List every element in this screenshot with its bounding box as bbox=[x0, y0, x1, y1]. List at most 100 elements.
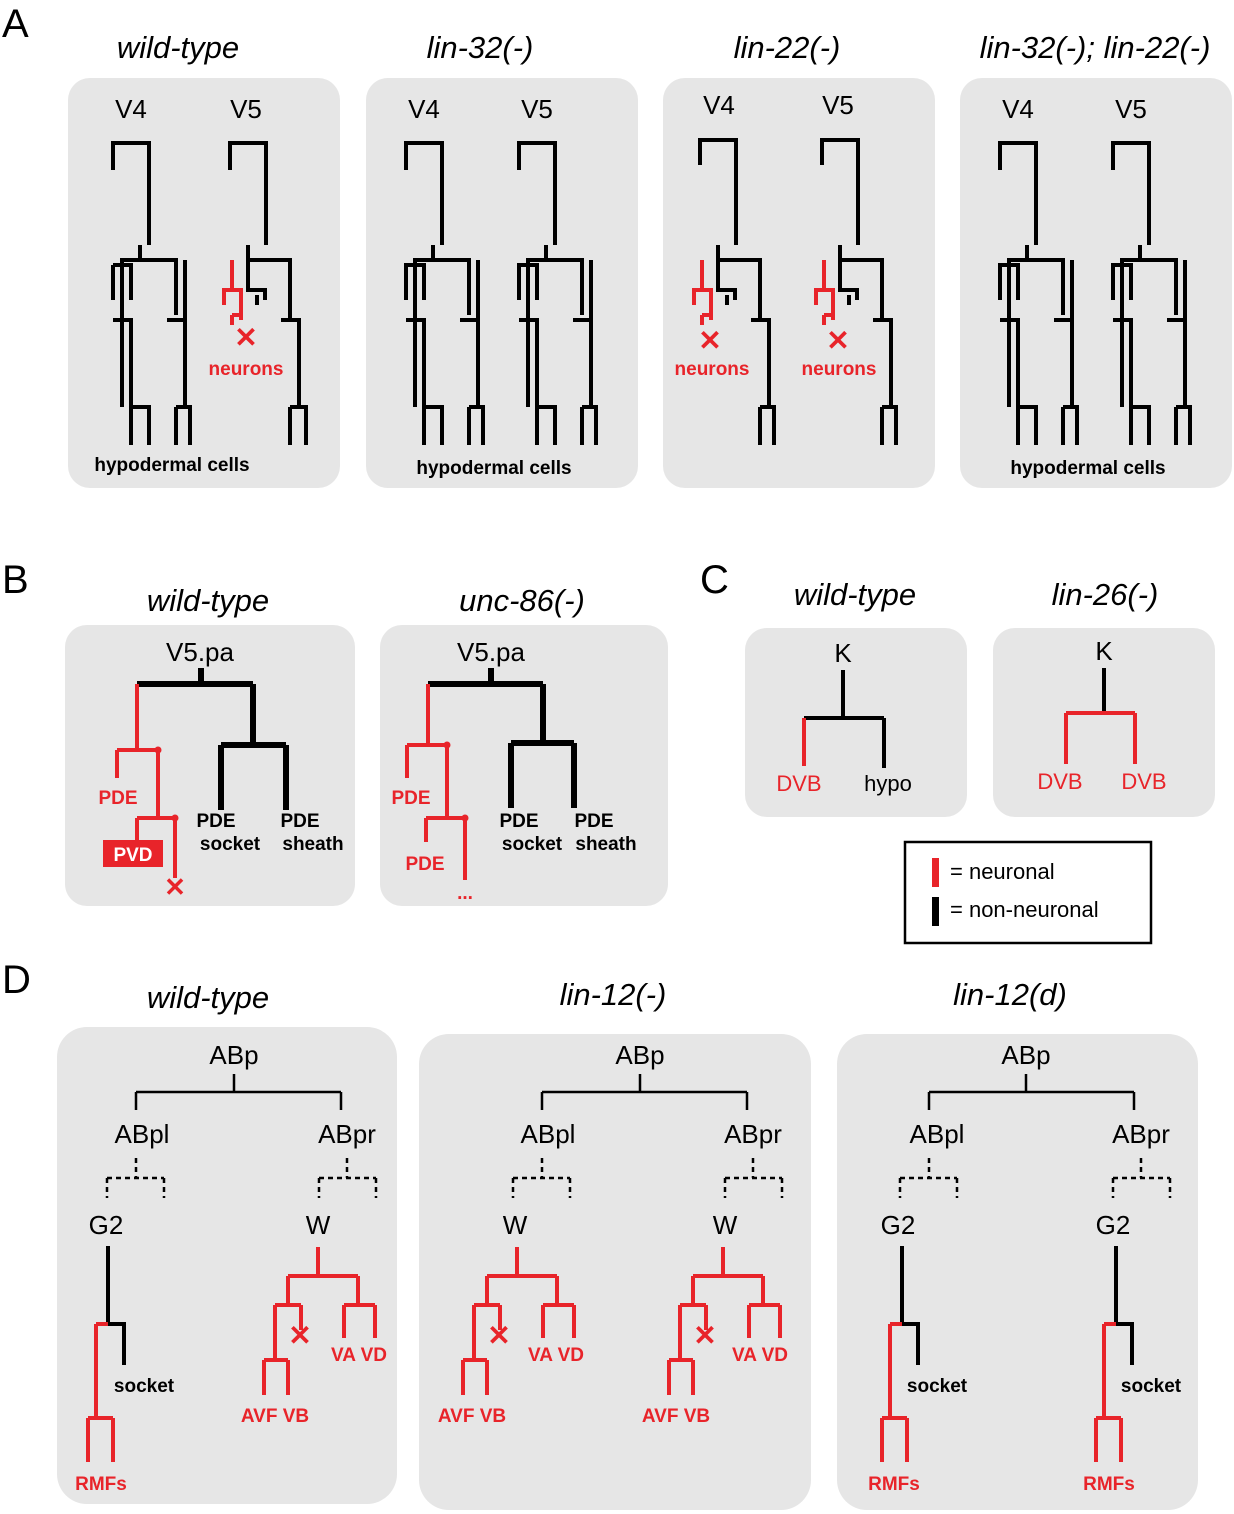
cell-v5-a3: V5 bbox=[822, 90, 854, 120]
panel-a-title-wild-type: wild-type bbox=[117, 30, 239, 65]
pde-socket-label-b1: PDE bbox=[196, 811, 235, 832]
pde-sheath-label-b2: PDE bbox=[574, 811, 613, 832]
socket-label-b2: socket bbox=[502, 834, 563, 855]
lineage-d3-g2 bbox=[900, 1246, 1134, 1365]
rmfs-label-d3-left: RMFs bbox=[868, 1474, 920, 1495]
apoptosis-x-a3-left: ✕ bbox=[698, 325, 721, 356]
lineage-d1-black bbox=[134, 1074, 343, 1110]
pvd-box bbox=[103, 840, 163, 867]
section-label-c: C bbox=[700, 558, 729, 602]
lineage-double bbox=[998, 141, 1192, 445]
neurons-label-a1: neurons bbox=[209, 359, 284, 380]
dvb-label-c2-left: DVB bbox=[1037, 769, 1082, 794]
cell-v4-a2: V4 bbox=[408, 94, 440, 124]
socket-label-d3-left: socket bbox=[907, 1376, 968, 1397]
lineage-v5-wild-type-neuronal bbox=[222, 260, 243, 325]
legend-swatch-neuronal bbox=[932, 858, 939, 887]
pde-socket-label-b2: PDE bbox=[499, 811, 538, 832]
hypodermal-label-a4: hypodermal cells bbox=[1010, 458, 1165, 479]
panel-d-box-lin-12-minus bbox=[419, 1034, 811, 1510]
apoptosis-x-b1: ✕ bbox=[164, 872, 186, 902]
lineage-d2-dashed bbox=[511, 1158, 784, 1198]
cell-w-d2-right: W bbox=[713, 1210, 738, 1240]
cell-v5pa-b1: V5.pa bbox=[166, 637, 234, 667]
lineage-d3-neuronal bbox=[880, 1322, 1123, 1462]
va-vd-label-d2-right: VA VD bbox=[732, 1345, 788, 1366]
dvb-label-c2-right: DVB bbox=[1121, 769, 1166, 794]
node-dot-b1-2 bbox=[171, 814, 179, 822]
panel-c-title-wild-type: wild-type bbox=[794, 577, 916, 612]
cell-v5pa-b2: V5.pa bbox=[457, 637, 525, 667]
hypodermal-label-a2: hypodermal cells bbox=[416, 458, 571, 479]
lineage-lin-22-neuronal bbox=[692, 260, 835, 325]
lineage-lin-32 bbox=[404, 141, 598, 445]
pde-label-b2-2: PDE bbox=[405, 854, 444, 875]
lineage-c2-neuronal bbox=[1064, 711, 1137, 764]
rmfs-label-d3-right: RMFs bbox=[1083, 1474, 1135, 1495]
cell-abp-d1: ABp bbox=[209, 1040, 258, 1070]
panel-d-title-lin-12-d: lin-12(d) bbox=[953, 977, 1067, 1012]
sheath-label-b1: sheath bbox=[282, 834, 343, 855]
panel-a-title-lin-32: lin-32(-) bbox=[427, 30, 534, 65]
panel-a-box-lin-32 bbox=[366, 78, 638, 488]
cell-abpr-d3: ABpr bbox=[1112, 1119, 1170, 1149]
cell-abpr-d2: ABpr bbox=[724, 1119, 782, 1149]
cell-v4-a3: V4 bbox=[703, 90, 735, 120]
panel-a-box-lin-22 bbox=[663, 78, 935, 488]
pde-label-b1: PDE bbox=[98, 788, 137, 809]
node-dot-b2-1 bbox=[443, 741, 451, 749]
panel-a-box-wild-type bbox=[68, 78, 340, 488]
cell-abpl-d2: ABpl bbox=[521, 1119, 576, 1149]
lineage-b2-non-neuronal bbox=[428, 668, 577, 808]
rmfs-label-d1: RMFs bbox=[75, 1474, 127, 1495]
dvb-label-c1: DVB bbox=[776, 771, 821, 796]
cell-g2-d3-right: G2 bbox=[1096, 1210, 1131, 1240]
avf-vb-label-d2-right: AVF VB bbox=[642, 1406, 710, 1427]
apoptosis-x-a1: ✕ bbox=[234, 322, 257, 353]
section-label-b: B bbox=[2, 558, 29, 602]
lineage-d1-dashed bbox=[105, 1158, 378, 1198]
cell-v5-a1: V5 bbox=[230, 94, 262, 124]
socket-label-d1: socket bbox=[114, 1376, 175, 1397]
panel-b-box-unc-86 bbox=[380, 625, 668, 906]
legend-neuronal-label: = neuronal bbox=[950, 859, 1055, 884]
legend-swatch-non-neuronal bbox=[932, 897, 939, 926]
cell-abpl-d1: ABpl bbox=[115, 1119, 170, 1149]
lineage-v4-wild-type bbox=[111, 141, 192, 445]
lineage-d1-neuronal bbox=[86, 1247, 377, 1462]
cell-v4-a4: V4 bbox=[1002, 94, 1034, 124]
lineage-v5-wild-type bbox=[228, 141, 308, 445]
cell-g2-d3-left: G2 bbox=[881, 1210, 916, 1240]
sheath-label-b2: sheath bbox=[575, 834, 636, 855]
lineage-d3-black bbox=[927, 1074, 1136, 1110]
lineage-c1-non-neuronal bbox=[804, 670, 886, 768]
cell-abp-d3: ABp bbox=[1001, 1040, 1050, 1070]
section-label-d: D bbox=[2, 958, 31, 1002]
panel-b-title-wild-type: wild-type bbox=[147, 583, 269, 618]
lineage-b2-neuronal bbox=[405, 684, 467, 880]
lineage-lin-22 bbox=[698, 138, 898, 445]
hypodermal-label-a1: hypodermal cells bbox=[94, 455, 249, 476]
lineage-d2-neuronal bbox=[461, 1247, 782, 1395]
cell-g2-d1: G2 bbox=[89, 1210, 124, 1240]
cell-k-c2: K bbox=[1095, 636, 1113, 666]
lineage-d3-dashed bbox=[898, 1158, 1172, 1198]
node-dot-b2-2 bbox=[461, 814, 469, 822]
avf-vb-label-d2-left: AVF VB bbox=[438, 1406, 506, 1427]
lineage-d1-g2 bbox=[106, 1246, 126, 1365]
node-dot-b1-1 bbox=[154, 746, 162, 754]
panel-d-box-lin-12-d bbox=[837, 1034, 1198, 1510]
ellipsis-b2: ... bbox=[457, 883, 473, 904]
socket-label-b1: socket bbox=[200, 834, 261, 855]
cell-abpr-d1: ABpr bbox=[318, 1119, 376, 1149]
cell-v5-a2: V5 bbox=[521, 94, 553, 124]
panel-d-title-wild-type: wild-type bbox=[147, 980, 269, 1015]
hypo-label-c1: hypo bbox=[864, 771, 912, 796]
apoptosis-x-d1: ✕ bbox=[288, 1320, 311, 1351]
cell-v5-a4: V5 bbox=[1115, 94, 1147, 124]
cell-v4-a1: V4 bbox=[115, 94, 147, 124]
lineage-d2-black bbox=[540, 1074, 749, 1110]
panel-a-title-lin-22: lin-22(-) bbox=[734, 30, 841, 65]
lineage-b1-neuronal bbox=[115, 684, 177, 878]
socket-label-d3-right: socket bbox=[1121, 1376, 1182, 1397]
